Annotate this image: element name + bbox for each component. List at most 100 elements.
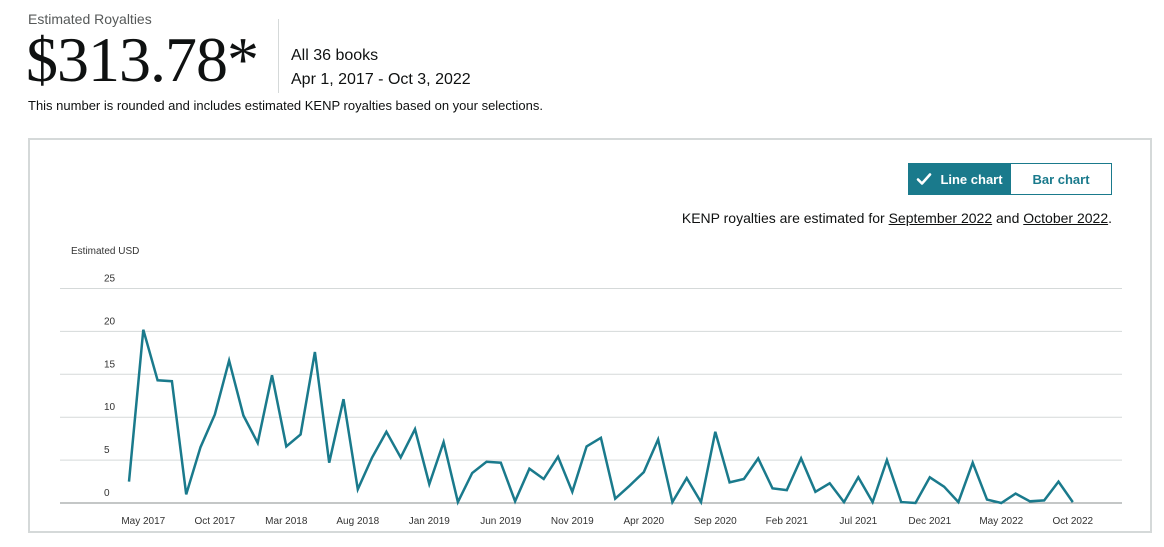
- royalties-series-line: [127, 329, 1074, 506]
- data-point[interactable]: [697, 498, 705, 506]
- data-point[interactable]: [139, 326, 147, 334]
- x-tick-label: Apr 2020: [624, 516, 665, 527]
- data-point[interactable]: [940, 483, 948, 491]
- x-tick-label: Sep 2020: [694, 516, 737, 527]
- data-point[interactable]: [811, 488, 819, 496]
- data-point[interactable]: [883, 456, 891, 464]
- data-point[interactable]: [840, 498, 848, 506]
- data-point[interactable]: [869, 498, 877, 506]
- data-point[interactable]: [926, 473, 934, 481]
- line-chart-label: Line chart: [940, 171, 1003, 187]
- data-point[interactable]: [511, 497, 519, 505]
- rounding-note: This number is rounded and includes esti…: [28, 98, 543, 113]
- x-tick-label: Oct 2017: [195, 516, 236, 527]
- chart-card: [28, 138, 1152, 533]
- checkmark-icon: [917, 173, 932, 185]
- october-2022-link[interactable]: October 2022: [1023, 210, 1109, 226]
- data-point[interactable]: [497, 459, 505, 467]
- x-tick-label: May 2022: [979, 516, 1023, 527]
- y-tick-label: 20: [104, 316, 116, 327]
- data-point[interactable]: [983, 496, 991, 504]
- x-tick-label: Jan 2019: [409, 516, 451, 527]
- data-point[interactable]: [239, 411, 247, 419]
- data-point[interactable]: [340, 395, 348, 403]
- data-point[interactable]: [754, 454, 762, 462]
- data-point[interactable]: [997, 499, 1005, 507]
- data-point[interactable]: [797, 454, 805, 462]
- data-point[interactable]: [568, 488, 576, 496]
- y-tick-label: 0: [104, 488, 110, 499]
- data-point[interactable]: [597, 434, 605, 442]
- x-tick-label: Aug 2018: [336, 516, 379, 527]
- x-tick-label: Nov 2019: [551, 516, 594, 527]
- data-point[interactable]: [368, 454, 376, 462]
- data-point[interactable]: [282, 442, 290, 450]
- data-point[interactable]: [1069, 498, 1077, 506]
- data-point[interactable]: [1055, 478, 1063, 486]
- books-scope: All 36 books: [291, 47, 379, 64]
- data-point[interactable]: [268, 371, 276, 379]
- september-2022-link[interactable]: September 2022: [888, 210, 993, 226]
- chart-type-toggle: Line chart Bar chart: [908, 163, 1112, 195]
- data-point[interactable]: [425, 480, 433, 488]
- data-point[interactable]: [440, 438, 448, 446]
- data-point[interactable]: [382, 428, 390, 436]
- data-point[interactable]: [740, 475, 748, 483]
- data-point[interactable]: [554, 453, 562, 461]
- data-point[interactable]: [1040, 496, 1048, 504]
- data-point[interactable]: [454, 498, 462, 506]
- data-point[interactable]: [211, 411, 219, 419]
- data-point[interactable]: [897, 498, 905, 506]
- data-point[interactable]: [225, 357, 233, 365]
- data-point[interactable]: [954, 498, 962, 506]
- data-point[interactable]: [1026, 497, 1034, 505]
- data-point[interactable]: [354, 485, 362, 493]
- data-point[interactable]: [726, 478, 734, 486]
- y-tick-label: 15: [104, 359, 116, 370]
- x-tick-label: Oct 2022: [1053, 516, 1094, 527]
- line-chart-button[interactable]: Line chart: [908, 163, 1011, 195]
- data-point[interactable]: [654, 436, 662, 444]
- data-point[interactable]: [540, 475, 548, 483]
- data-point[interactable]: [297, 430, 305, 438]
- data-point[interactable]: [397, 454, 405, 462]
- data-point[interactable]: [483, 458, 491, 466]
- data-point[interactable]: [182, 490, 190, 498]
- x-tick-label: Dec 2021: [908, 516, 951, 527]
- data-point[interactable]: [168, 377, 176, 385]
- data-point[interactable]: [854, 473, 862, 481]
- data-point[interactable]: [125, 478, 133, 486]
- data-point[interactable]: [912, 499, 920, 507]
- kenp-note-prefix: KENP royalties are estimated for: [681, 210, 885, 226]
- bar-chart-button[interactable]: Bar chart: [1011, 163, 1112, 195]
- x-tick-label: Jul 2021: [839, 516, 877, 527]
- data-point[interactable]: [640, 468, 648, 476]
- data-point[interactable]: [468, 469, 476, 477]
- x-tick-label: May 2017: [121, 516, 165, 527]
- estimated-royalties-label: Estimated Royalties: [28, 11, 152, 27]
- data-point[interactable]: [783, 486, 791, 494]
- data-point[interactable]: [525, 465, 533, 473]
- data-point[interactable]: [254, 439, 262, 447]
- data-point[interactable]: [668, 498, 676, 506]
- data-point[interactable]: [197, 443, 205, 451]
- date-range: Apr 1, 2017 - Oct 3, 2022: [291, 71, 471, 88]
- royalties-amount: $313.78*: [26, 24, 259, 95]
- data-point[interactable]: [711, 428, 719, 436]
- data-point[interactable]: [311, 348, 319, 356]
- data-point[interactable]: [411, 425, 419, 433]
- data-point[interactable]: [969, 459, 977, 467]
- data-point[interactable]: [325, 459, 333, 467]
- data-point[interactable]: [583, 442, 591, 450]
- data-point[interactable]: [683, 474, 691, 482]
- data-point[interactable]: [611, 495, 619, 503]
- y-tick-label: 10: [104, 402, 116, 413]
- x-tick-label: Mar 2018: [265, 516, 308, 527]
- y-axis-label: Estimated USD: [71, 246, 139, 257]
- data-point[interactable]: [769, 484, 777, 492]
- data-point[interactable]: [154, 376, 162, 384]
- data-point[interactable]: [1012, 490, 1020, 498]
- header-divider: [278, 19, 279, 93]
- data-point[interactable]: [826, 479, 834, 487]
- data-point[interactable]: [626, 482, 634, 490]
